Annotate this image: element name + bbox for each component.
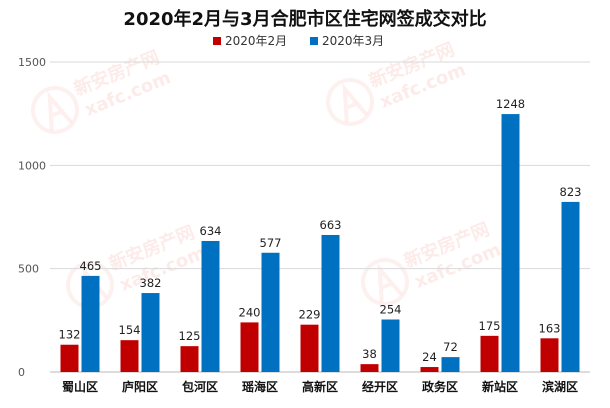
bar-mark [360, 364, 379, 372]
bars [60, 114, 580, 372]
data-label: 254 [380, 303, 402, 317]
y-tick-label: 1000 [18, 159, 46, 172]
bar-mark [120, 340, 139, 372]
x-category-label: 瑶海区 [242, 379, 278, 394]
x-category-label: 政务区 [422, 379, 458, 394]
data-label: 154 [119, 323, 141, 337]
data-label: 125 [179, 329, 201, 343]
data-label: 72 [443, 340, 458, 354]
legend: 2020年2月 2020年3月 [213, 34, 384, 48]
legend-swatch [213, 37, 221, 45]
x-axis-categories: 蜀山区 庐阳区 包河区 瑶海区 高新区 经开区 政务区 新站区 滨湖区 [62, 379, 578, 394]
x-category-label: 高新区 [302, 379, 338, 394]
y-tick-label: 0 [18, 366, 25, 379]
data-label: 229 [299, 308, 321, 322]
bar-mark [420, 367, 439, 372]
grid-lines [50, 61, 590, 373]
bar-mark [141, 293, 160, 372]
chart-title: 2020年2月与3月合肥市区住宅网签成交对比 [123, 8, 486, 30]
bar-mark [201, 240, 220, 372]
bar-mark [60, 344, 79, 372]
x-category-label: 庐阳区 [122, 379, 158, 394]
data-label: 382 [140, 276, 162, 290]
x-category-label: 滨湖区 [542, 379, 578, 394]
data-label: 663 [320, 218, 342, 232]
data-label: 577 [260, 236, 282, 250]
bar-mark [180, 346, 199, 372]
bar-mark [480, 335, 499, 372]
bar-mark [321, 234, 340, 372]
data-label: 38 [362, 347, 377, 361]
legend-label: 2020年2月 [225, 34, 287, 48]
data-label: 132 [59, 328, 81, 342]
data-label: 823 [560, 185, 582, 199]
bar-mark [261, 252, 280, 372]
legend-swatch [310, 37, 318, 45]
bar-mark [561, 201, 580, 372]
data-label: 634 [200, 224, 222, 238]
bar-mark [381, 319, 400, 372]
bar-mark [501, 114, 520, 372]
bar-mark [441, 357, 460, 372]
y-axis-ticks: 0 500 1000 1500 [18, 56, 46, 379]
legend-label: 2020年3月 [322, 34, 384, 48]
bar-mark [240, 322, 259, 372]
y-tick-label: 500 [18, 263, 39, 276]
x-category-label: 新站区 [482, 379, 518, 394]
bar-mark [300, 324, 319, 372]
bar-mark [540, 338, 559, 372]
data-label: 465 [80, 259, 102, 273]
y-tick-label: 1500 [18, 56, 46, 69]
data-label: 240 [239, 305, 261, 319]
x-category-label: 蜀山区 [62, 379, 98, 394]
data-labels: 132 465 154 382 125 634 240 577 229 663 38 254 24 72 1… [59, 97, 582, 364]
data-label: 163 [539, 321, 561, 335]
x-category-label: 经开区 [362, 379, 398, 394]
data-label: 1248 [496, 97, 525, 111]
bar-mark [81, 275, 100, 372]
data-label: 175 [479, 319, 501, 333]
x-category-label: 包河区 [181, 379, 218, 394]
data-label: 24 [422, 350, 437, 364]
